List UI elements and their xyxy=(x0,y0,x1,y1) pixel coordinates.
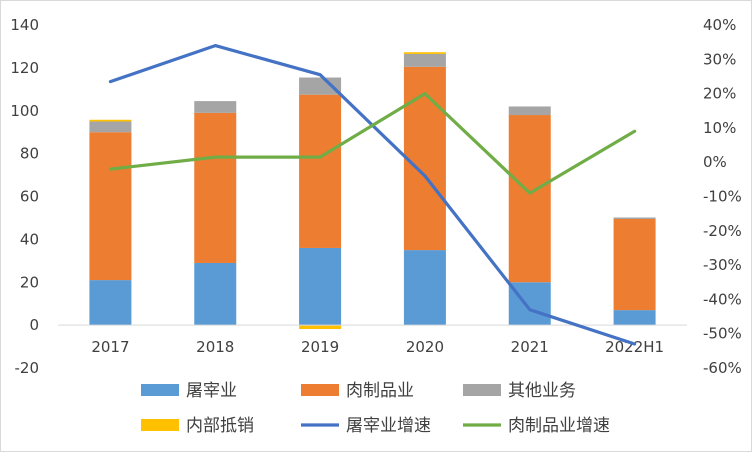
y-left-tick-label: -20 xyxy=(15,359,40,377)
bar-segment xyxy=(613,310,656,326)
legend-label: 其他业务 xyxy=(508,381,576,401)
y-left-tick-label: 0 xyxy=(29,316,39,334)
y-left-tick-label: 140 xyxy=(10,16,39,34)
y-left-tick-label: 60 xyxy=(20,188,39,206)
bar-segment xyxy=(403,250,446,326)
legend-swatch xyxy=(141,419,179,431)
x-tick-label: 2022H1 xyxy=(605,338,664,356)
y-left-tick-label: 100 xyxy=(10,102,39,120)
bar-segment xyxy=(508,115,551,283)
y-right-tick-label: 20% xyxy=(703,85,736,103)
legend-label: 肉制品业增速 xyxy=(508,416,610,436)
legend-swatch xyxy=(301,384,339,396)
x-tick-label: 2018 xyxy=(196,338,234,356)
bar-segment xyxy=(194,101,237,113)
bar-segment xyxy=(89,119,132,122)
bar-segment xyxy=(508,106,551,116)
series-line xyxy=(108,43,637,346)
bar-segment xyxy=(299,94,342,248)
bar-segment xyxy=(403,52,446,54)
x-tick-label: 2021 xyxy=(511,338,549,356)
y-right-tick-label: -40% xyxy=(703,290,742,308)
bar-segment xyxy=(613,219,656,311)
y-left-tick-label: 40 xyxy=(20,230,39,248)
bar-segment xyxy=(403,53,446,67)
y-right-tick-label: -60% xyxy=(703,359,742,377)
x-tick-label: 2020 xyxy=(406,338,444,356)
legend-label: 屠宰业 xyxy=(186,381,237,401)
bar-segment xyxy=(613,217,656,220)
x-tick-label: 2017 xyxy=(91,338,129,356)
bar-segment xyxy=(403,66,446,251)
bar-segment xyxy=(194,112,237,263)
bar-segment xyxy=(299,325,342,329)
y-right-tick-label: -20% xyxy=(703,222,742,240)
bar-segment xyxy=(299,247,342,326)
y-right-tick-label: 0% xyxy=(703,153,727,171)
y-right-tick-label: -30% xyxy=(703,256,742,274)
y-right-tick-label: 40% xyxy=(703,16,736,34)
y-left-tick-label: 20 xyxy=(20,273,39,291)
bar-segment xyxy=(299,77,342,95)
y-right-tick-label: 30% xyxy=(703,50,736,68)
y-right-tick-label: -50% xyxy=(703,325,742,343)
y-right-tick-label: 10% xyxy=(703,119,736,137)
bar-segment xyxy=(194,262,237,326)
legend-label: 肉制品业 xyxy=(346,381,414,401)
y-right-tick-label: -10% xyxy=(703,188,742,206)
series-line xyxy=(108,91,637,195)
bar-segment xyxy=(89,280,132,326)
bar-segment xyxy=(89,121,132,133)
x-tick-label: 2019 xyxy=(301,338,339,356)
legend-label: 内部抵销 xyxy=(186,416,254,436)
y-left-tick-label: 80 xyxy=(20,145,39,163)
bar-segment xyxy=(89,132,132,281)
legend-label: 屠宰业增速 xyxy=(346,416,431,436)
y-left-tick-label: 120 xyxy=(10,59,39,77)
legend-swatch xyxy=(463,384,501,396)
legend-swatch xyxy=(141,384,179,396)
